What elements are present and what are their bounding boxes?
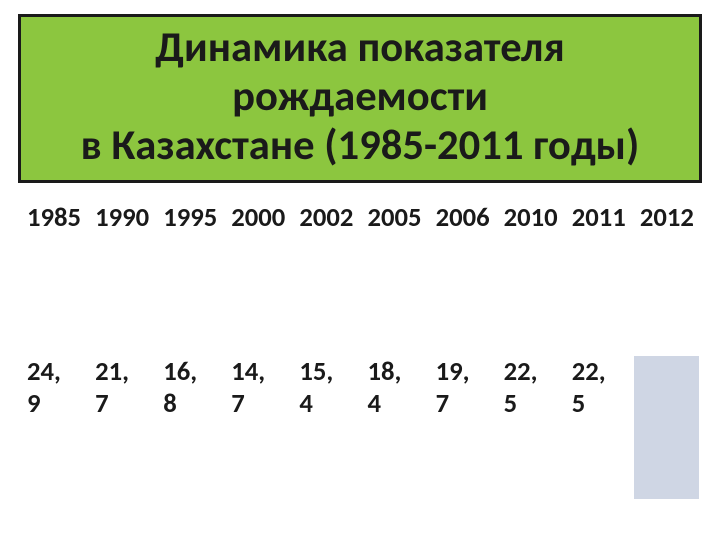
page-title: Динамика показателя рождаемости в Казахс… — [39, 23, 681, 170]
year-cell: 1995 — [156, 201, 224, 355]
value-cell: 15, 4 — [292, 355, 360, 501]
year-cell: 2010 — [496, 201, 564, 355]
value-cell: 14, 7 — [224, 355, 292, 501]
table-row-values: 24, 9 21, 7 16, 8 14, 7 15, 4 18, 4 19, … — [20, 355, 701, 501]
value-cell: 22, 5 — [564, 355, 632, 501]
title-box: Динамика показателя рождаемости в Казахс… — [18, 14, 702, 183]
birthrate-table: 1985 1990 1995 2000 2002 2005 2006 2010 … — [18, 199, 702, 502]
year-cell: 1990 — [88, 201, 156, 355]
value-cell-empty — [632, 355, 700, 501]
table-row-years: 1985 1990 1995 2000 2002 2005 2006 2010 … — [20, 201, 701, 355]
year-cell: 2012 — [632, 201, 700, 355]
value-cell: 24, 9 — [20, 355, 88, 501]
year-cell: 2006 — [428, 201, 496, 355]
year-cell: 2005 — [360, 201, 428, 355]
value-cell: 18, 4 — [360, 355, 428, 501]
value-cell: 16, 8 — [156, 355, 224, 501]
slide: Динамика показателя рождаемости в Казахс… — [0, 0, 720, 540]
year-cell: 2002 — [292, 201, 360, 355]
year-cell: 2011 — [564, 201, 632, 355]
title-line-2: в Казахстане (1985-2011 годы) — [81, 119, 640, 171]
value-cell: 19, 7 — [428, 355, 496, 501]
title-line-1: Динамика показателя рождаемости — [155, 21, 564, 122]
year-cell: 2000 — [224, 201, 292, 355]
year-cell: 1985 — [20, 201, 88, 355]
value-cell: 22, 5 — [496, 355, 564, 501]
value-cell: 21, 7 — [88, 355, 156, 501]
